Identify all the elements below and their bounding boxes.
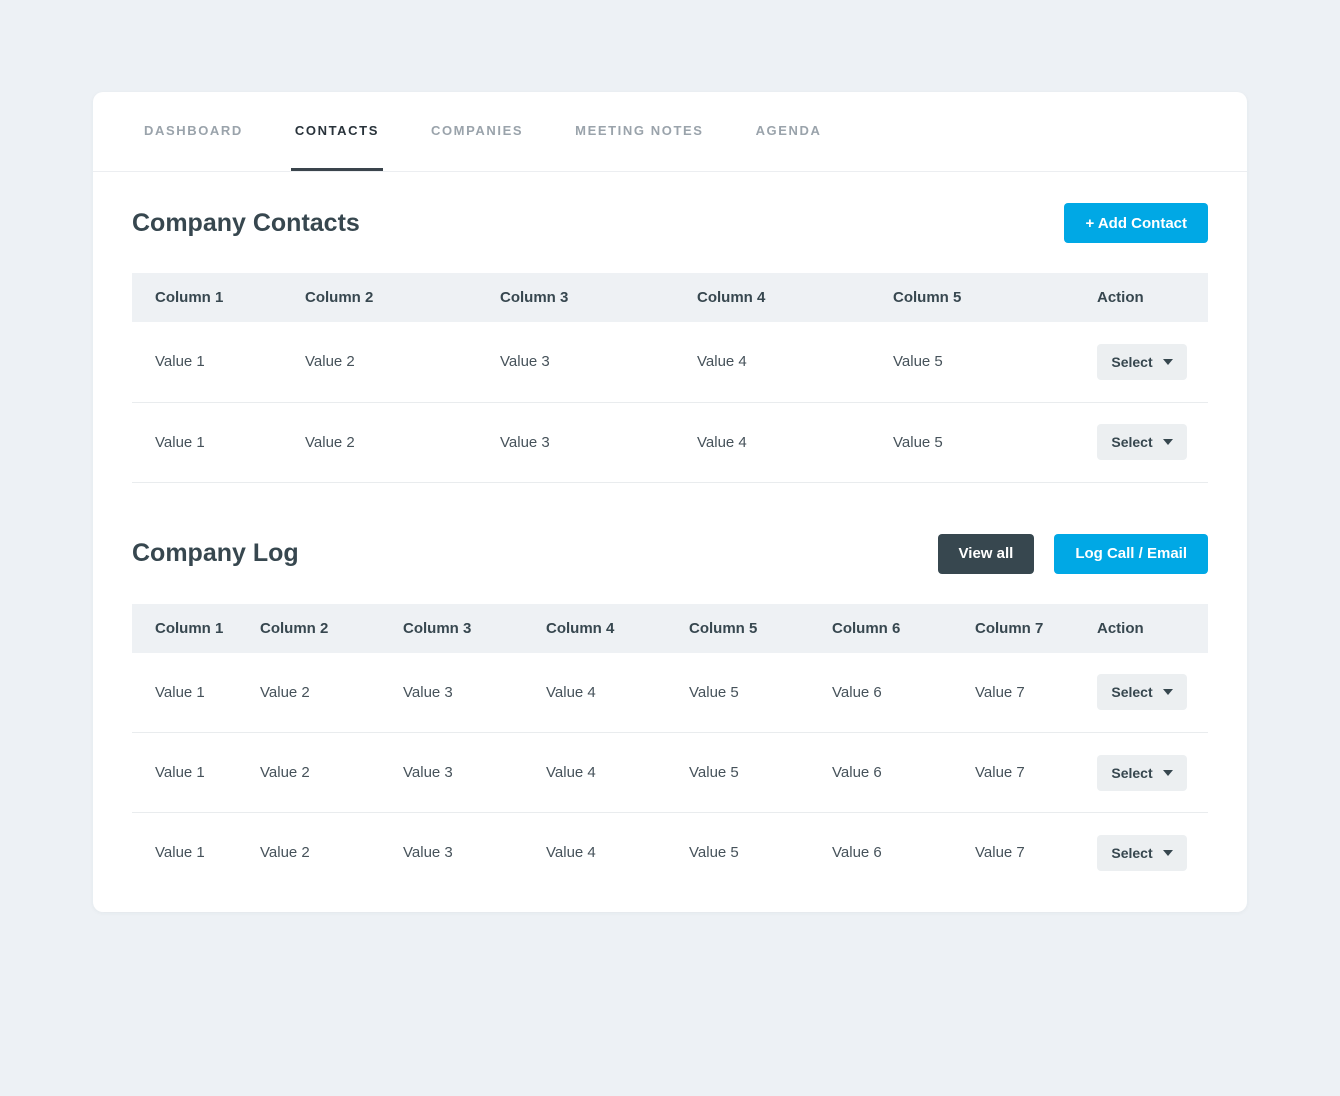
table-cell: Value 6	[832, 844, 882, 862]
table-cell: Value 4	[523, 732, 666, 813]
chevron-down-icon	[1162, 689, 1173, 696]
column-header: Column 5	[666, 603, 809, 653]
table-cell: Value 5	[689, 844, 739, 862]
table-cell: Value 1	[132, 322, 282, 403]
log-table: Column 1 Column 2 Column 3 Column 4 Colu…	[132, 603, 1208, 893]
log-table-header-row: Column 1 Column 2 Column 3 Column 4 Colu…	[132, 603, 1208, 653]
column-header: Column 5	[870, 273, 1074, 322]
contacts-section-title: Company Contacts	[132, 208, 360, 237]
chevron-down-icon	[1162, 439, 1173, 445]
contacts-table-header-row: Column 1 Column 2 Column 3 Column 4 Colu…	[132, 273, 1208, 322]
table-cell: Value 2	[237, 732, 380, 813]
table-cell: Value 7	[952, 732, 1074, 813]
table-cell: Value 2	[282, 322, 477, 403]
select-dropdown-label: Select	[1111, 764, 1153, 781]
table-cell: Value 5	[666, 732, 809, 813]
table-row: Value 1 Value 2 Value 3 Value 4 Value 5 …	[132, 813, 1208, 893]
action-cell: Select	[1074, 322, 1208, 403]
column-header: Column 4	[523, 603, 666, 653]
column-header: Column 1	[132, 603, 237, 653]
select-dropdown-button[interactable]: Select	[1097, 674, 1187, 711]
table-cell: Value 2	[237, 652, 380, 733]
chevron-down-icon	[1162, 358, 1173, 365]
table-cell: Value 3	[380, 732, 523, 813]
tab-companies[interactable]: COMPANIES	[430, 122, 524, 138]
table-cell: Value 1	[155, 844, 205, 862]
action-column-header: Action	[1074, 273, 1208, 322]
card-content: Company Contacts + Add Contact Column 1 …	[93, 203, 1247, 893]
select-dropdown-button[interactable]: Select	[1097, 343, 1187, 380]
select-dropdown-button[interactable]: Select	[1097, 834, 1187, 871]
main-card: DASHBOARD CONTACTS COMPANIES MEETING NOT…	[93, 92, 1247, 912]
table-cell: Value 4	[674, 402, 870, 483]
select-dropdown-button[interactable]: Select	[1097, 424, 1187, 460]
table-cell: Value 5	[666, 652, 809, 733]
table-cell: Value 6	[809, 732, 952, 813]
table-row: Value 1 Value 2 Value 3 Value 4 Value 5 …	[132, 652, 1208, 733]
table-cell: Value 4	[523, 652, 666, 733]
chevron-down-icon	[1162, 849, 1173, 856]
table-cell: Value 5	[870, 322, 1074, 403]
column-header: Column 2	[237, 603, 380, 653]
contacts-section-header: Company Contacts + Add Contact	[132, 203, 1208, 243]
table-row: Value 1 Value 2 Value 3 Value 4 Value 5 …	[132, 402, 1208, 483]
table-cell: Value 1	[132, 652, 237, 733]
action-cell: Select	[1074, 813, 1208, 893]
contacts-table: Column 1 Column 2 Column 3 Column 4 Colu…	[132, 273, 1208, 483]
table-cell: Value 1	[132, 732, 237, 813]
tab-bar: DASHBOARD CONTACTS COMPANIES MEETING NOT…	[93, 92, 1247, 172]
log-call-email-button[interactable]: Log Call / Email	[1054, 533, 1208, 574]
table-cell: Value 6	[809, 652, 952, 733]
tab-agenda[interactable]: AGENDA	[755, 122, 822, 138]
select-dropdown-label: Select	[1111, 684, 1153, 701]
table-cell: Value 7	[975, 844, 1025, 862]
column-header: Column 6	[809, 603, 952, 653]
action-column-header: Action	[1074, 603, 1208, 653]
table-cell: Value 1	[132, 402, 282, 483]
action-cell: Select	[1074, 402, 1208, 483]
action-cell: Select	[1074, 732, 1208, 813]
table-cell: Value 7	[952, 652, 1074, 733]
column-header: Column 2	[282, 273, 477, 322]
table-cell: Value 2	[260, 844, 310, 862]
log-section-header: Company Log View all Log Call / Email	[132, 533, 1208, 574]
table-cell: Value 3	[477, 322, 674, 403]
log-section-title: Company Log	[132, 539, 299, 567]
tab-contacts[interactable]: CONTACTS	[290, 92, 383, 171]
tab-dashboard[interactable]: DASHBOARD	[144, 122, 243, 138]
table-row: Value 1 Value 2 Value 3 Value 4 Value 5 …	[132, 322, 1208, 403]
select-dropdown-button[interactable]: Select	[1097, 754, 1187, 791]
table-cell: Value 3	[403, 844, 453, 862]
select-dropdown-label: Select	[1111, 844, 1153, 861]
add-contact-button[interactable]: + Add Contact	[1064, 203, 1208, 243]
table-cell: Value 3	[380, 652, 523, 733]
log-section-buttons: View all Log Call / Email	[937, 533, 1208, 574]
select-dropdown-label: Select	[1111, 353, 1153, 370]
table-cell: Value 4	[546, 844, 596, 862]
chevron-down-icon	[1162, 769, 1173, 776]
table-cell: Value 3	[477, 402, 674, 483]
column-header: Column 7	[952, 603, 1074, 653]
column-header: Column 1	[132, 273, 282, 322]
tab-meeting-notes[interactable]: MEETING NOTES	[575, 122, 704, 138]
table-row: Value 1 Value 2 Value 3 Value 4 Value 5 …	[132, 732, 1208, 813]
column-header: Column 4	[674, 273, 870, 322]
column-header: Column 3	[380, 603, 523, 653]
select-dropdown-label: Select	[1111, 434, 1153, 450]
table-cell: Value 5	[870, 402, 1074, 483]
table-cell: Value 4	[674, 322, 870, 403]
table-cell: Value 2	[282, 402, 477, 483]
action-cell: Select	[1074, 652, 1208, 733]
view-all-button[interactable]: View all	[937, 533, 1035, 574]
column-header: Column 3	[477, 273, 674, 322]
